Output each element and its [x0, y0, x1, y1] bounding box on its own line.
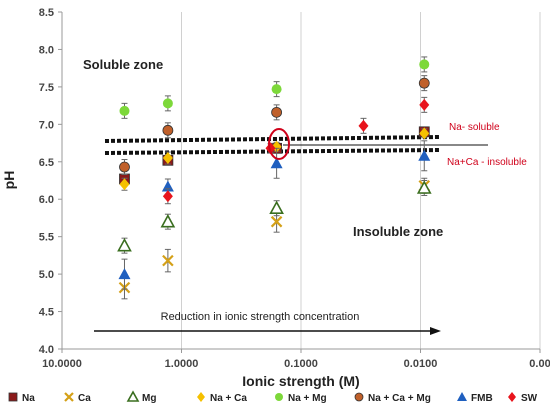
point-sw — [419, 98, 430, 111]
legend-label-na-ca-mg: Na + Ca + Mg — [368, 393, 431, 404]
point-sw — [265, 142, 276, 155]
point-sw — [358, 119, 369, 132]
threshold-lines — [104, 135, 488, 155]
y-axis-title: pH — [1, 171, 17, 190]
legend-label-ca: Ca — [78, 393, 91, 404]
point-na-mg — [162, 98, 173, 109]
point-na-ca — [119, 178, 130, 191]
point-fmb — [270, 157, 283, 169]
legend-marker-na — [8, 392, 18, 402]
point-na-ca-mg — [271, 106, 283, 118]
point-na-ca-mg — [418, 77, 430, 89]
soluble-zone-label: Soluble zone — [83, 57, 163, 72]
point-sw — [162, 190, 173, 203]
lower-threshold-line — [104, 148, 441, 155]
y-tick-label: 7.0 — [39, 119, 54, 131]
legend-label-mg: Mg — [142, 393, 156, 404]
y-tick-label: 7.5 — [39, 82, 54, 94]
legend-marker-na-ca — [197, 392, 205, 402]
point-na-ca-mg — [119, 161, 130, 173]
x-tick-label: 0.1000 — [284, 358, 318, 370]
legend-marker-sw — [508, 392, 516, 402]
point-mg — [117, 237, 132, 252]
legend-marker-na-mg — [275, 393, 283, 401]
legend-label-na: Na — [22, 393, 35, 404]
point-na-ca — [419, 127, 430, 140]
naca-insoluble-label: Na+Ca - insoluble — [447, 157, 527, 168]
y-tick-label: 8.0 — [39, 44, 54, 56]
arrow-label: Reduction in ionic strength concentratio… — [161, 311, 360, 323]
x-tick-label: 10.0000 — [42, 358, 82, 370]
point-ca — [162, 254, 174, 267]
legend-marker-na-ca-mg — [354, 392, 364, 402]
point-mg — [160, 214, 176, 228]
legend-label-sw: SW — [521, 393, 538, 404]
insoluble-zone-label: Insoluble zone — [353, 224, 443, 239]
y-tick-label: 8.5 — [39, 7, 54, 19]
point-na-ca — [162, 152, 173, 165]
legend: Na Ca Mg Na + Ca Na + Mg Na + Ca + Mg FMB SW — [8, 390, 538, 404]
arrow-head — [430, 327, 441, 335]
point-fmb — [118, 268, 131, 280]
x-tick-label: 1.0000 — [165, 358, 199, 370]
point-na-mg — [271, 84, 282, 95]
point-na-mg — [419, 59, 430, 70]
y-tick-label: 5.0 — [39, 269, 54, 281]
point-mg — [416, 180, 432, 194]
point-na-mg — [119, 105, 130, 116]
x-tick-label: 0.00 — [529, 358, 550, 370]
legend-label-na-mg: Na + Mg — [288, 393, 327, 404]
y-tick-label: 6.0 — [39, 194, 54, 206]
point-na-ca-mg — [162, 124, 174, 136]
legend-marker-ca — [64, 392, 74, 402]
x-axis-title: Ionic strength (M) — [242, 373, 359, 389]
data-points — [117, 56, 432, 300]
legend-label-fmb: FMB — [471, 393, 493, 404]
legend-marker-mg — [126, 390, 140, 402]
highlight-circle — [268, 128, 290, 160]
x-tick-label: 0.0100 — [404, 358, 438, 370]
legend-label-na-ca: Na + Ca — [210, 393, 247, 404]
point-fmb — [418, 149, 431, 161]
axes: 4.0 4.5 5.0 5.5 6.0 6.5 7.0 7.5 8.0 8.5 10.0000 1.0… — [39, 7, 550, 370]
point-ca — [270, 215, 283, 228]
y-tick-label: 6.5 — [39, 157, 54, 169]
y-tick-label: 4.0 — [39, 344, 54, 356]
point-mg — [269, 200, 284, 215]
y-tick-label: 4.5 — [39, 307, 54, 319]
legend-marker-fmb — [457, 392, 467, 401]
na-soluble-label: Na- soluble — [449, 122, 500, 133]
upper-threshold-line — [104, 135, 441, 143]
y-tick-label: 5.5 — [39, 232, 54, 244]
